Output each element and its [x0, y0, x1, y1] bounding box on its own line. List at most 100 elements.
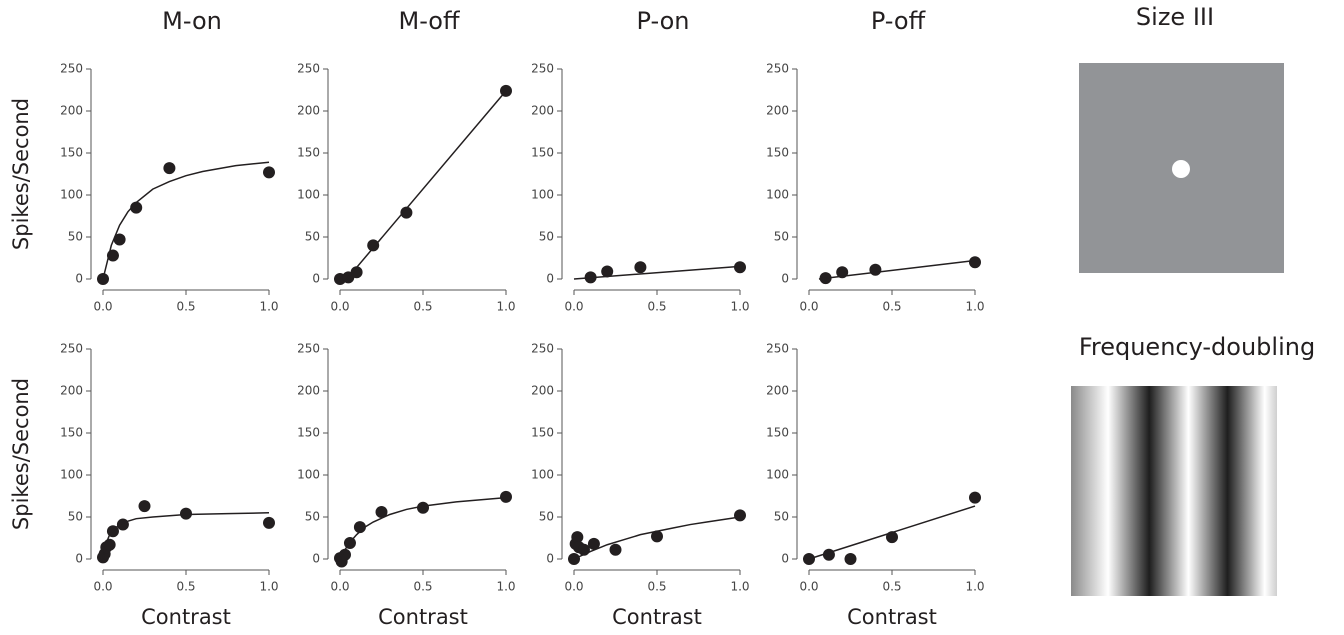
y-tick-label: 200 [766, 104, 789, 118]
y-tick-label: 150 [297, 146, 320, 160]
x-tick-label: 0.5 [413, 300, 432, 314]
y-tick-label: 250 [297, 342, 320, 356]
y-tick-label: 150 [531, 146, 554, 160]
y-tick-label: 250 [766, 62, 789, 76]
chart-title: M-off [398, 7, 459, 35]
y-tick-label: 200 [531, 104, 554, 118]
stimulus-title: Size III [1136, 3, 1214, 31]
x-axis-label: Contrast [378, 605, 468, 629]
y-tick-label: 150 [766, 146, 789, 160]
y-tick-label: 0 [781, 552, 789, 566]
data-point [869, 263, 882, 276]
x-tick-label: 1.0 [965, 580, 984, 594]
y-tick-label: 50 [774, 510, 789, 524]
y-tick-label: 150 [60, 146, 83, 160]
fit-line [339, 496, 507, 560]
chart-title: P-off [871, 7, 926, 35]
chart-title: P-on [637, 7, 690, 35]
data-point [634, 261, 647, 274]
data-point [263, 516, 275, 529]
data-point [375, 505, 388, 518]
x-tick-label: 0.5 [413, 580, 432, 594]
x-tick-label: 0.0 [564, 300, 583, 314]
y-tick-label: 150 [60, 426, 83, 440]
y-tick-label: 0 [781, 272, 789, 286]
data-point [367, 239, 380, 252]
x-tick-label: 0.0 [93, 300, 112, 314]
data-point [130, 201, 143, 214]
x-tick-label: 0.0 [93, 580, 112, 594]
x-tick-label: 0.0 [799, 300, 818, 314]
x-tick-label: 0.0 [330, 300, 349, 314]
x-tick-label: 1.0 [965, 300, 984, 314]
y-tick-label: 100 [766, 468, 789, 482]
y-tick-label: 150 [766, 426, 789, 440]
y-axis-label: Spikes/Second [9, 98, 33, 250]
y-tick-label: 200 [60, 104, 83, 118]
data-point [138, 500, 151, 513]
fit-line [808, 505, 976, 560]
x-tick-label: 1.0 [730, 300, 749, 314]
x-tick-label: 0.5 [176, 300, 195, 314]
y-tick-label: 100 [60, 468, 83, 482]
y-tick-label: 50 [68, 230, 83, 244]
x-tick-label: 0.5 [176, 580, 195, 594]
x-tick-label: 1.0 [259, 300, 278, 314]
x-tick-label: 1.0 [496, 580, 515, 594]
y-tick-label: 250 [531, 342, 554, 356]
y-tick-label: 200 [297, 384, 320, 398]
y-tick-label: 0 [546, 552, 554, 566]
x-tick-label: 0.5 [647, 300, 666, 314]
stimulus-title: Frequency-doubling [1079, 333, 1315, 361]
fit-line [573, 516, 741, 560]
fit-line [573, 265, 741, 280]
y-tick-label: 0 [312, 272, 320, 286]
y-tick-label: 100 [766, 188, 789, 202]
data-point [734, 509, 746, 522]
data-point [571, 531, 584, 544]
x-tick-label: 0.0 [330, 580, 349, 594]
data-point [263, 166, 275, 179]
x-tick-label: 0.5 [882, 580, 901, 594]
y-tick-label: 100 [60, 188, 83, 202]
y-tick-label: 250 [766, 342, 789, 356]
y-tick-label: 150 [297, 426, 320, 440]
y-axis-label: Spikes/Second [9, 378, 33, 530]
y-tick-label: 50 [539, 230, 554, 244]
x-tick-label: 0.0 [564, 580, 583, 594]
data-point [651, 530, 663, 543]
x-tick-label: 1.0 [259, 580, 278, 594]
y-tick-label: 50 [305, 230, 320, 244]
x-tick-label: 0.5 [647, 580, 666, 594]
y-tick-label: 250 [297, 62, 320, 76]
y-tick-label: 200 [766, 384, 789, 398]
y-tick-label: 0 [75, 552, 83, 566]
data-point [113, 233, 126, 246]
fit-line [342, 90, 507, 284]
fit-line [102, 512, 270, 560]
data-point [350, 266, 363, 279]
fit-line [102, 161, 270, 280]
data-point [601, 265, 614, 278]
y-tick-label: 250 [60, 62, 83, 76]
y-tick-label: 200 [531, 384, 554, 398]
y-tick-label: 0 [546, 272, 554, 286]
y-tick-label: 50 [68, 510, 83, 524]
data-point [163, 162, 176, 175]
y-tick-label: 200 [60, 384, 83, 398]
grating-stimulus [1071, 386, 1277, 596]
fit-line [818, 259, 976, 280]
y-tick-label: 0 [312, 552, 320, 566]
y-tick-label: 0 [75, 272, 83, 286]
stimulus-spot [1172, 160, 1190, 178]
y-tick-label: 100 [297, 468, 320, 482]
y-tick-label: 100 [531, 188, 554, 202]
data-point [969, 491, 981, 504]
y-tick-label: 100 [297, 188, 320, 202]
x-tick-label: 1.0 [730, 580, 749, 594]
x-axis-label: Contrast [847, 605, 937, 629]
data-point [180, 507, 192, 520]
data-point [969, 256, 981, 269]
data-point [734, 261, 746, 274]
